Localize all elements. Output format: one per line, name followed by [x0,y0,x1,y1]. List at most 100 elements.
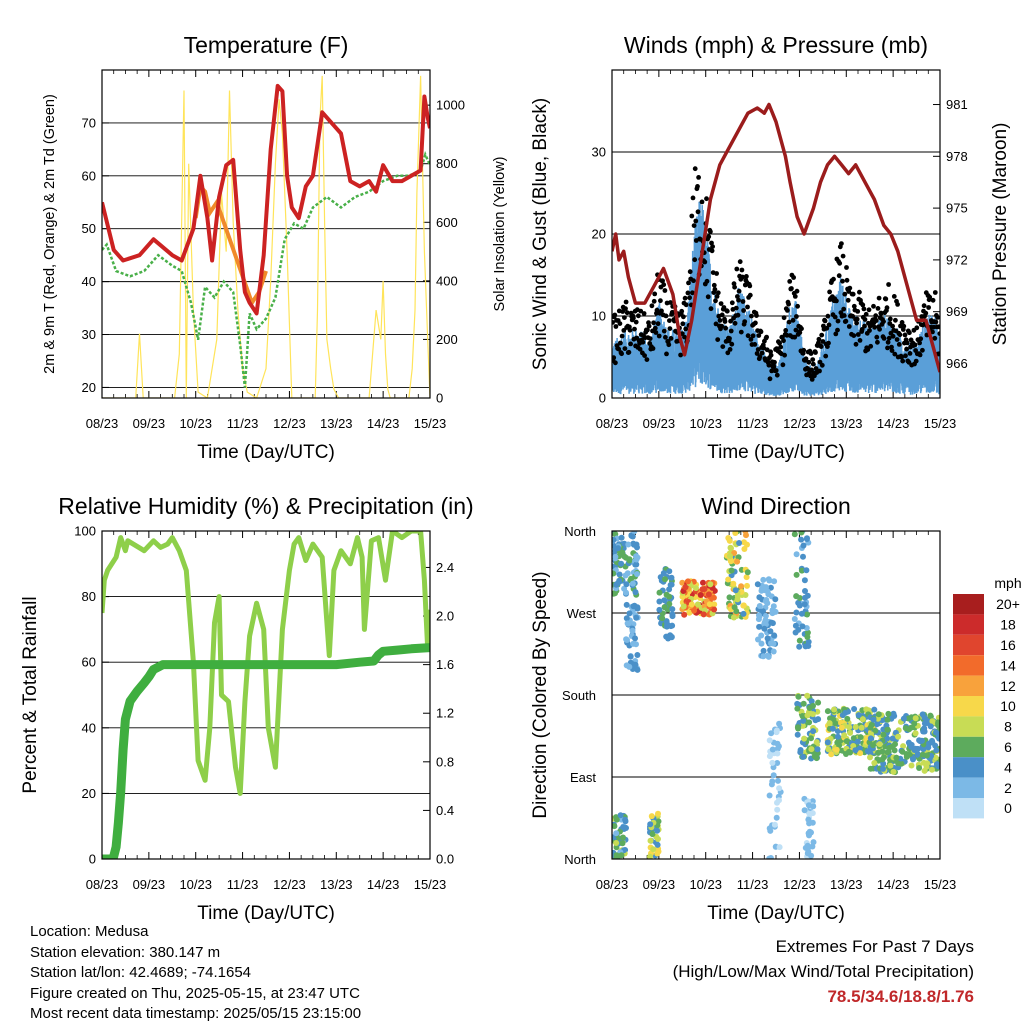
direction-point [827,715,833,722]
direction-point [858,724,865,731]
direction-point [666,601,673,607]
y2-tick-label: 2.4 [436,560,454,575]
gust-point [839,241,844,247]
gust-point [794,288,800,294]
gust-point [836,273,842,279]
x-tick-label: 12/23 [783,416,816,431]
legend-swatch [953,716,984,737]
direction-point [832,720,839,727]
direction-point [773,814,780,821]
gust-point [773,368,779,373]
direction-point [612,590,617,597]
direction-point [895,733,902,740]
direction-point [774,745,781,752]
x-tick-label: 15/23 [414,877,447,892]
direction-point [801,577,808,584]
gust-point [661,328,667,334]
gust-point [714,294,720,299]
gust-point [708,229,713,235]
gust-point [651,320,656,326]
gust-point [714,271,719,276]
direction-point [760,653,767,660]
y2-tick-label: 969 [946,304,968,319]
direction-point [799,713,806,719]
gust-point [914,325,920,331]
direction-point [740,602,747,609]
direction-point [691,607,698,614]
gust-point [737,259,743,265]
gust-point [617,321,623,326]
gust-point [759,350,765,356]
direction-point [899,748,906,755]
gust-point [913,358,919,364]
x-tick-label: 10/23 [689,416,722,431]
y-tick-label: 40 [82,274,96,289]
extremes-box: Extremes For Past 7 Days (High/Low/Max W… [673,934,974,1009]
gust-point [747,283,753,289]
gust-point [745,304,750,310]
gust-point [805,366,811,371]
gust-point [837,260,843,266]
gust-point [823,353,829,359]
gust-point [704,278,710,284]
direction-point [679,579,686,586]
gust-point [863,311,869,317]
direction-point [771,578,778,585]
direction-point [796,643,803,650]
direction-point [805,816,812,823]
direction-point [824,739,831,746]
direction-point [871,760,878,766]
direction-point [919,711,926,718]
extremes-title: Extremes For Past 7 Days [775,937,974,956]
gust-point [875,306,881,311]
direction-point [686,609,693,616]
gust-point [801,347,807,353]
direction-point [808,698,815,705]
direction-point [801,735,808,742]
direction-point [688,601,695,608]
gust-point [618,340,623,346]
gust-point [689,213,695,219]
gust-point [687,295,692,301]
direction-point [933,761,940,768]
gust-point [797,330,803,335]
gust-point [706,234,712,240]
gust-point [686,280,691,286]
y-tick-label: West [567,606,597,621]
gust-point [865,347,871,352]
gust-point [871,303,876,309]
direction-point [826,720,833,727]
gust-point [691,223,697,229]
precip-line [102,643,430,859]
direction-point [852,724,859,730]
direction-point [633,614,640,621]
direction-point [767,628,774,635]
direction-point [833,746,840,753]
gust-point [927,294,933,300]
gust-point [907,351,913,356]
gust-point [831,276,836,282]
gust-point [624,310,630,316]
gust-point [729,341,735,347]
direction-point [633,541,640,548]
direction-point [633,561,640,568]
gust-point [642,353,647,358]
direction-point [766,737,773,744]
direction-point [893,754,900,761]
gust-point [861,306,867,312]
direction-point [740,610,747,617]
gust-point [772,359,777,365]
gust-point [794,314,799,319]
direction-point [791,531,798,538]
legend-swatch [953,798,984,819]
direction-point [804,611,811,618]
gust-point [680,321,686,327]
direction-point [661,597,668,604]
gust-point [904,346,909,352]
direction-point [879,756,886,763]
direction-point [668,633,675,640]
gust-point [724,308,730,314]
direction-point [731,550,738,556]
gust-point [769,368,775,374]
x-tick-label: 10/23 [179,877,212,892]
